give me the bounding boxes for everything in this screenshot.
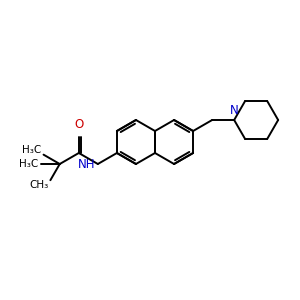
Text: H₃C: H₃C	[19, 159, 38, 169]
Text: CH₃: CH₃	[29, 180, 48, 190]
Text: H₃C: H₃C	[22, 145, 41, 155]
Text: NH: NH	[78, 158, 96, 170]
Text: N: N	[230, 104, 239, 117]
Text: O: O	[74, 118, 83, 131]
